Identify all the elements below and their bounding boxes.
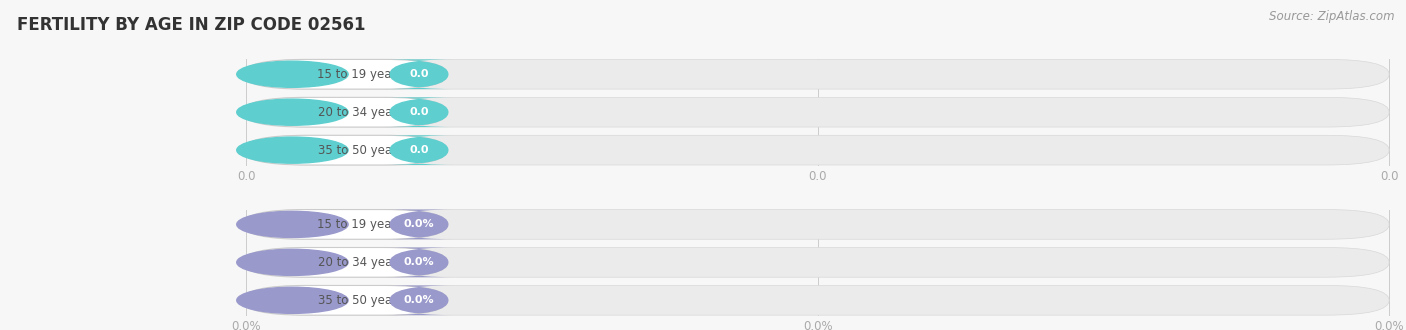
FancyBboxPatch shape <box>246 210 1389 239</box>
Text: 0.0%: 0.0% <box>1374 320 1405 330</box>
Text: 0.0%: 0.0% <box>404 257 434 267</box>
Text: 0.0: 0.0 <box>236 170 256 183</box>
Text: FERTILITY BY AGE IN ZIP CODE 02561: FERTILITY BY AGE IN ZIP CODE 02561 <box>17 16 366 35</box>
Text: 0.0: 0.0 <box>409 69 429 79</box>
FancyBboxPatch shape <box>243 135 447 165</box>
Circle shape <box>236 61 349 87</box>
FancyBboxPatch shape <box>246 248 1389 277</box>
Text: 0.0: 0.0 <box>409 107 429 117</box>
FancyBboxPatch shape <box>246 59 1389 89</box>
Text: Source: ZipAtlas.com: Source: ZipAtlas.com <box>1270 10 1395 23</box>
FancyBboxPatch shape <box>243 210 447 239</box>
FancyBboxPatch shape <box>385 97 453 127</box>
Text: 35 to 50 years: 35 to 50 years <box>318 294 404 307</box>
FancyBboxPatch shape <box>385 248 453 277</box>
Text: 0.0: 0.0 <box>808 170 827 183</box>
Text: 0.0: 0.0 <box>409 145 429 155</box>
FancyBboxPatch shape <box>385 285 453 315</box>
FancyBboxPatch shape <box>246 97 1389 127</box>
FancyBboxPatch shape <box>243 248 447 277</box>
Text: 35 to 50 years: 35 to 50 years <box>318 144 404 157</box>
Circle shape <box>236 211 349 238</box>
Text: 20 to 34 years: 20 to 34 years <box>318 256 404 269</box>
Circle shape <box>236 137 349 163</box>
Text: 15 to 19 years: 15 to 19 years <box>318 218 404 231</box>
FancyBboxPatch shape <box>385 210 453 239</box>
FancyBboxPatch shape <box>385 59 453 89</box>
Text: 0.0%: 0.0% <box>404 219 434 229</box>
FancyBboxPatch shape <box>243 97 447 127</box>
FancyBboxPatch shape <box>246 285 1389 315</box>
Text: 0.0%: 0.0% <box>404 295 434 305</box>
Circle shape <box>236 99 349 125</box>
Text: 0.0%: 0.0% <box>231 320 262 330</box>
FancyBboxPatch shape <box>385 135 453 165</box>
Circle shape <box>236 287 349 314</box>
Text: 0.0: 0.0 <box>1379 170 1399 183</box>
Text: 20 to 34 years: 20 to 34 years <box>318 106 404 119</box>
Text: 15 to 19 years: 15 to 19 years <box>318 68 404 81</box>
FancyBboxPatch shape <box>243 285 447 315</box>
FancyBboxPatch shape <box>243 59 447 89</box>
Text: 0.0%: 0.0% <box>803 320 832 330</box>
FancyBboxPatch shape <box>246 135 1389 165</box>
Circle shape <box>236 249 349 276</box>
